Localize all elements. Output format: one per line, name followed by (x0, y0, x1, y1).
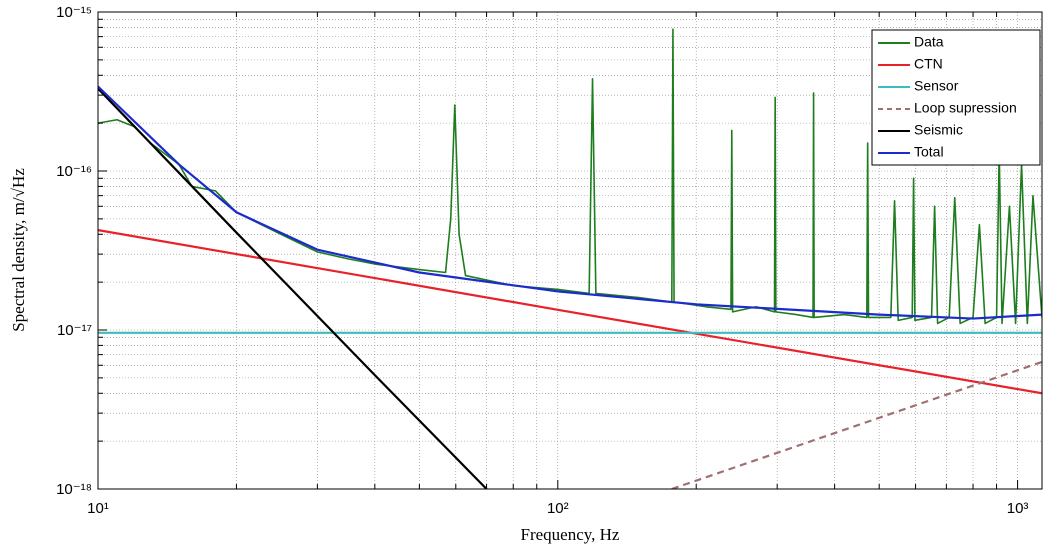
y-axis-label: Spectral density, m/√Hz (9, 168, 28, 332)
legend: Data CTN Sensor Loop supression Seismic Total (871, 29, 1041, 166)
x-tick-label: 10¹ (87, 500, 109, 517)
plot-frame (97, 11, 1043, 490)
legend-label: Seismic (914, 122, 963, 138)
series-line (98, 87, 488, 489)
x-axis-label: Frequency, Hz (521, 525, 620, 544)
axes: 10¹ 10² 10³ 10⁻¹⁸ 10⁻¹⁷ 10⁻¹⁶ 10⁻¹⁵ (56, 4, 1028, 517)
y-tick-label: 10⁻¹⁸ (56, 481, 92, 498)
y-tick-label: 10⁻¹⁶ (56, 163, 92, 180)
x-tick-label: 10³ (1007, 500, 1029, 517)
x-tick-label: 10² (547, 500, 569, 517)
legend-label: Data (914, 34, 944, 50)
series-line (671, 360, 1042, 489)
legend-label: Total (914, 144, 944, 160)
legend-label: Sensor (914, 78, 959, 94)
legend-box (871, 29, 1041, 166)
lines (98, 28, 1042, 489)
y-tick-label: 10⁻¹⁵ (56, 4, 92, 21)
y-tick-label: 10⁻¹⁷ (57, 322, 92, 339)
series-line (98, 229, 1042, 395)
legend-label: Loop supression (914, 100, 1017, 116)
legend-label: CTN (914, 56, 943, 72)
series-line (98, 85, 1042, 320)
series-line (98, 28, 1042, 325)
